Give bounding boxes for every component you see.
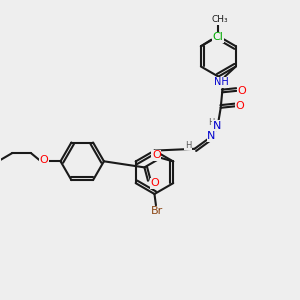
Text: N: N	[207, 131, 216, 141]
Text: N: N	[213, 121, 221, 130]
Text: Cl: Cl	[212, 32, 223, 42]
Text: Br: Br	[151, 206, 164, 216]
Text: O: O	[236, 101, 244, 111]
Text: H: H	[185, 141, 191, 150]
Text: H: H	[208, 118, 214, 127]
Text: NH: NH	[214, 77, 228, 87]
Text: CH₃: CH₃	[212, 15, 228, 24]
Text: O: O	[40, 155, 48, 165]
Text: O: O	[150, 178, 159, 188]
Text: O: O	[152, 151, 161, 160]
Text: O: O	[237, 86, 246, 96]
